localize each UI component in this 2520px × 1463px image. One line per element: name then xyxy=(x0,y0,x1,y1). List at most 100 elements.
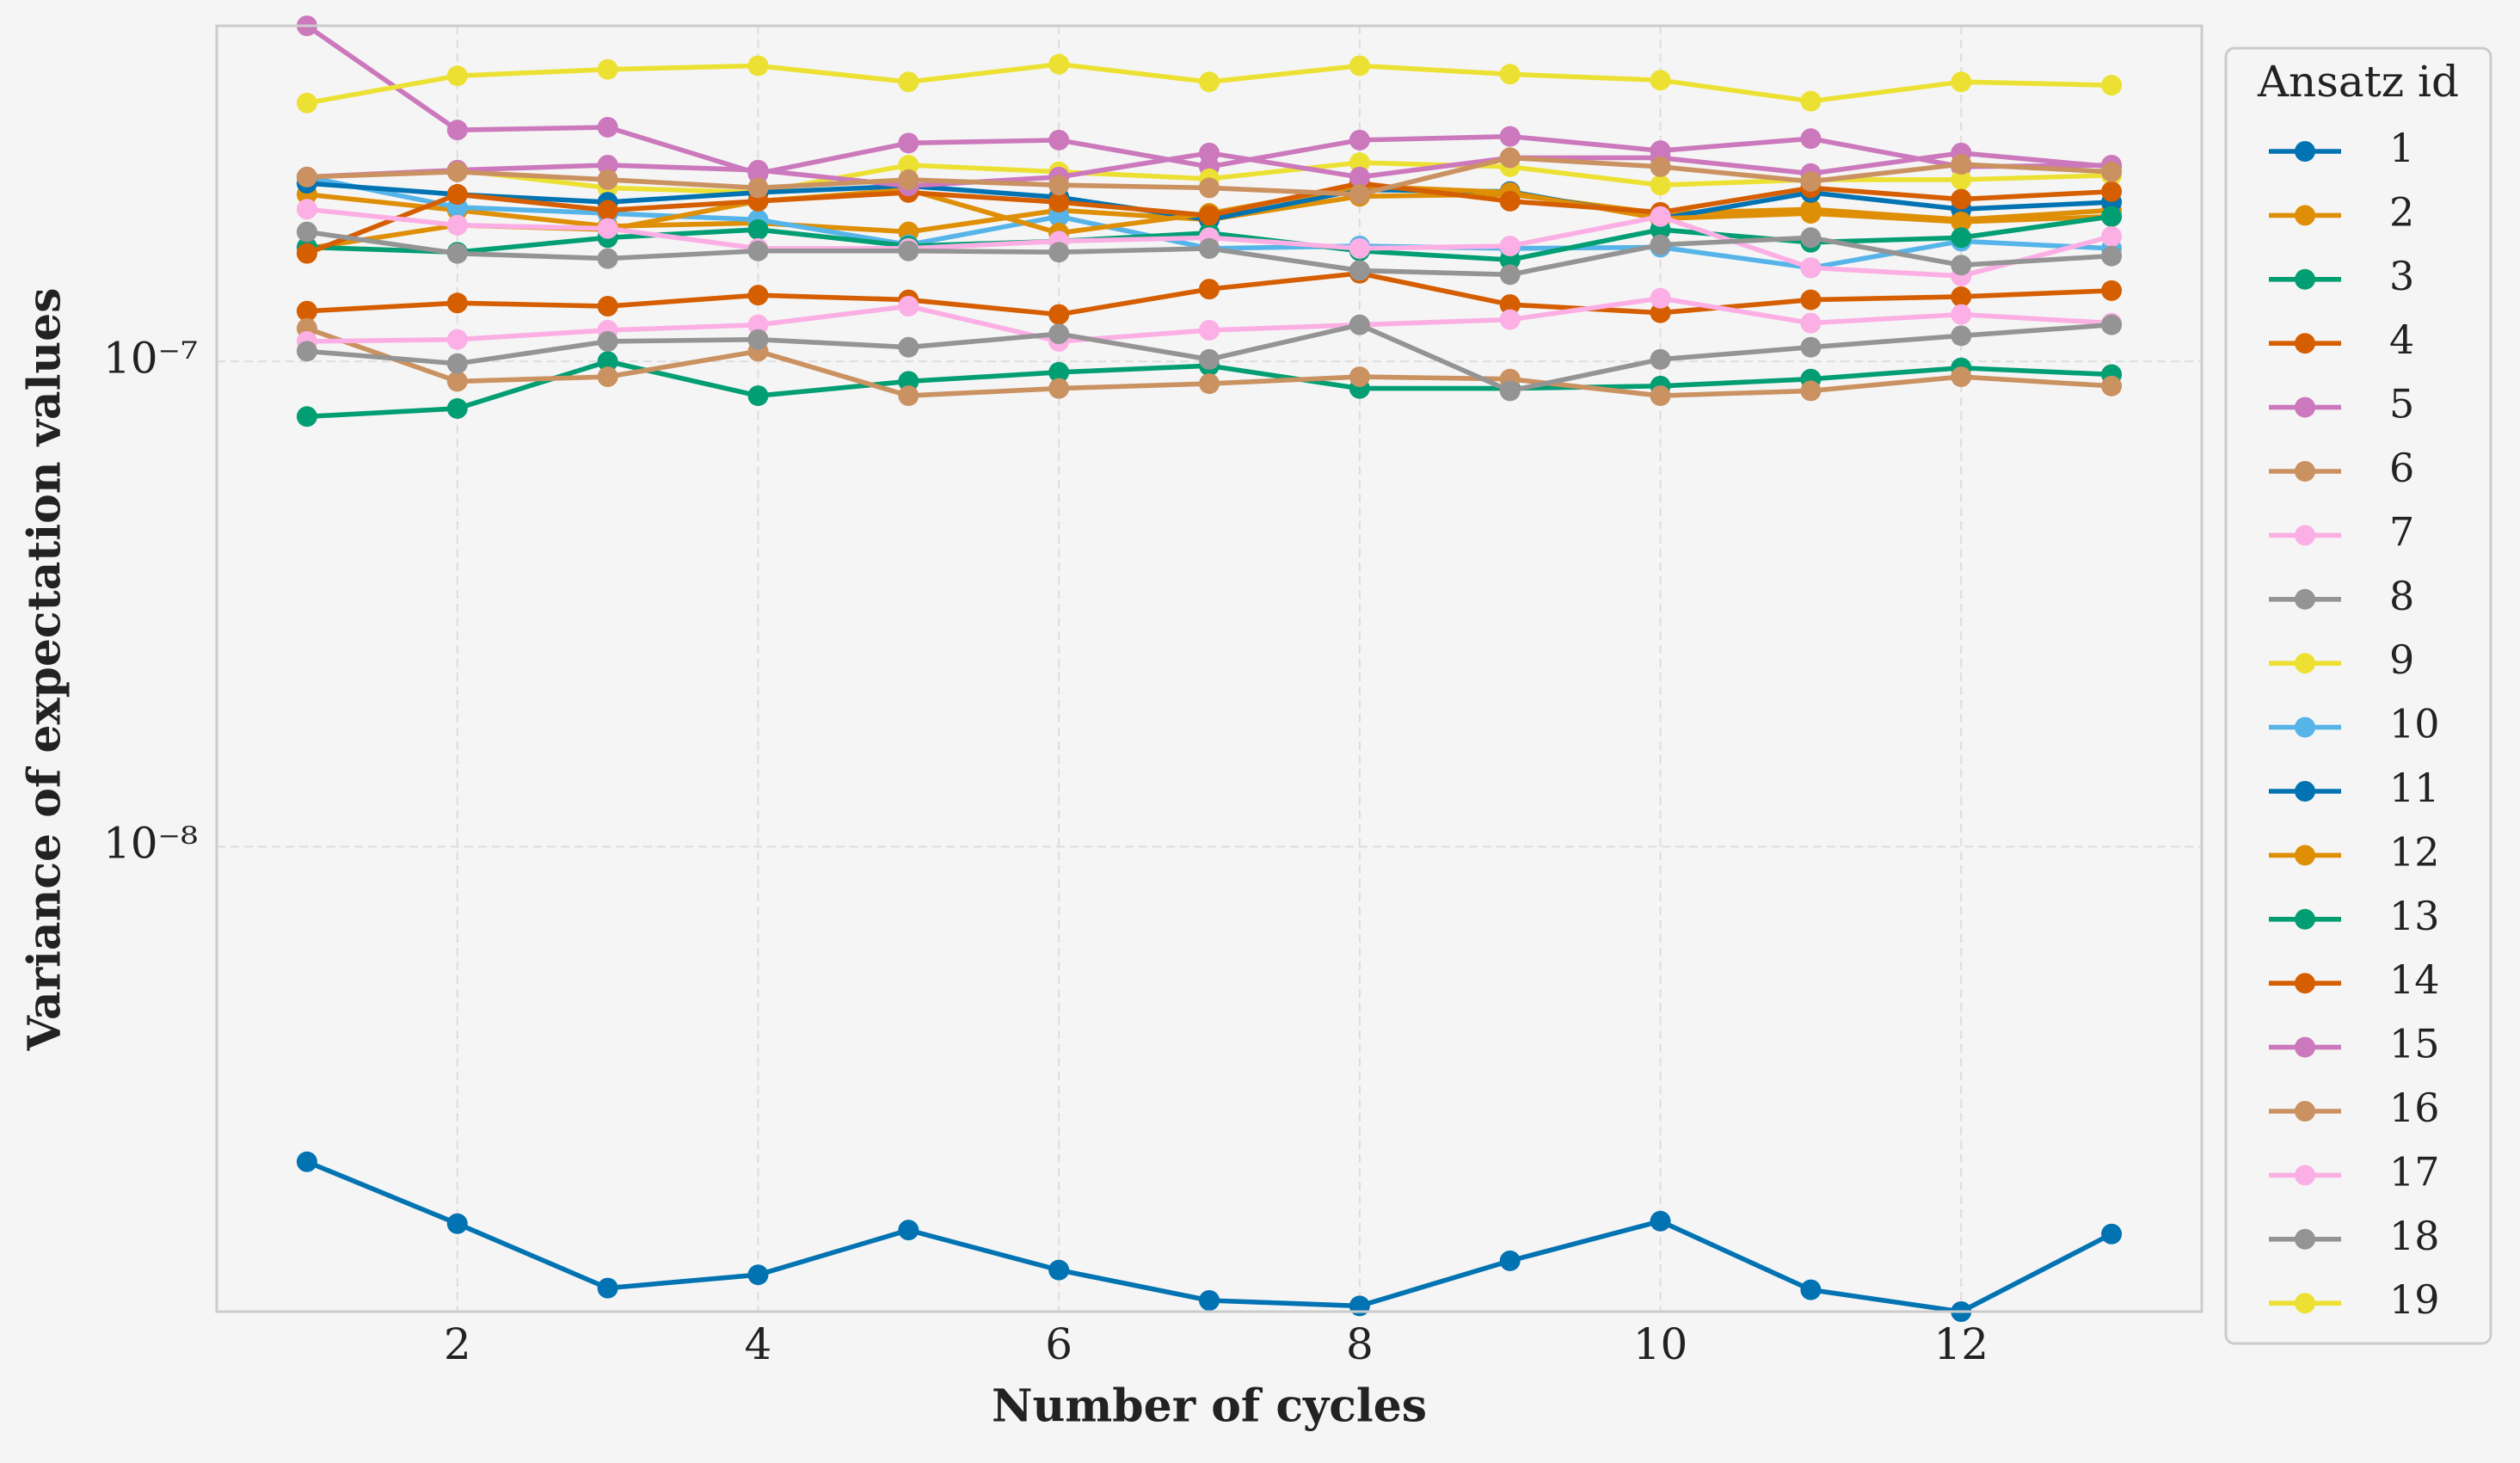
point xyxy=(597,330,618,352)
point xyxy=(1048,323,1070,345)
series xyxy=(296,221,2123,286)
point xyxy=(1800,170,1822,192)
point xyxy=(1199,319,1220,341)
series xyxy=(296,53,2123,114)
point xyxy=(1951,325,1972,347)
legend-label: 8 xyxy=(2389,573,2414,619)
point xyxy=(1951,71,1972,93)
point xyxy=(1349,314,1370,335)
point xyxy=(898,132,919,154)
legend-marker xyxy=(2295,1228,2315,1250)
point xyxy=(446,397,468,419)
point xyxy=(1199,373,1220,395)
legend-marker xyxy=(2295,268,2315,290)
point xyxy=(1951,304,1972,325)
point xyxy=(597,296,618,317)
point xyxy=(1951,286,1972,307)
point xyxy=(1951,255,1972,276)
point xyxy=(1650,70,1671,91)
legend-label: 18 xyxy=(2389,1213,2440,1259)
point xyxy=(1951,169,1972,190)
y-tick-label: 10⁻⁸ xyxy=(103,818,198,868)
point xyxy=(1349,1295,1370,1317)
point xyxy=(898,71,919,93)
point xyxy=(898,169,919,190)
point xyxy=(1499,126,1521,147)
point xyxy=(1951,153,1972,175)
point xyxy=(898,1220,919,1241)
legend-marker xyxy=(2295,141,2315,162)
legend-label: 12 xyxy=(2389,828,2440,875)
point xyxy=(446,329,468,350)
point xyxy=(1499,236,1521,257)
point xyxy=(1951,211,1972,232)
x-tick-label: 12 xyxy=(1933,1319,1988,1369)
point xyxy=(2101,225,2123,247)
point xyxy=(1199,142,1220,163)
point xyxy=(1349,166,1370,187)
point xyxy=(296,166,317,187)
point xyxy=(1349,366,1370,388)
point xyxy=(1650,1210,1671,1232)
point xyxy=(2101,206,2123,227)
legend-marker xyxy=(2295,1101,2315,1122)
point xyxy=(1499,190,1521,212)
legend-marker xyxy=(2295,1036,2315,1058)
point xyxy=(1048,242,1070,263)
point xyxy=(1499,264,1521,286)
point xyxy=(296,243,317,264)
point xyxy=(296,1151,317,1172)
point xyxy=(597,248,618,269)
point xyxy=(296,341,317,362)
x-tick-label: 10 xyxy=(1633,1319,1688,1369)
point xyxy=(1499,309,1521,330)
plot-area xyxy=(296,15,2123,1322)
point xyxy=(446,292,468,314)
point xyxy=(446,184,468,206)
point xyxy=(1650,206,1671,227)
point xyxy=(2101,280,2123,301)
point xyxy=(747,329,769,350)
legend-label: 5 xyxy=(2389,381,2414,427)
x-tick-label: 2 xyxy=(444,1319,471,1369)
y-axis-label: Variance of expectation values xyxy=(19,287,71,1051)
point xyxy=(1349,152,1370,174)
point xyxy=(1951,366,1972,388)
point xyxy=(296,406,317,427)
point xyxy=(1199,205,1220,226)
point xyxy=(2101,75,2123,96)
point xyxy=(1650,348,1671,370)
point xyxy=(1650,234,1671,255)
point xyxy=(898,336,919,358)
legend-label: 10 xyxy=(2389,701,2440,747)
point xyxy=(597,200,618,221)
point xyxy=(1048,129,1070,151)
point xyxy=(1199,348,1220,370)
legend-label: 16 xyxy=(2389,1085,2440,1131)
legend-marker xyxy=(2295,845,2315,866)
legend-marker xyxy=(2295,396,2315,418)
point xyxy=(898,154,919,175)
point xyxy=(1800,312,1822,334)
point xyxy=(1800,128,1822,150)
legend-marker xyxy=(2295,333,2315,354)
point xyxy=(898,371,919,392)
point xyxy=(1499,294,1521,316)
series xyxy=(296,262,2123,325)
point xyxy=(1048,175,1070,196)
point xyxy=(1349,129,1370,151)
point xyxy=(1199,177,1220,199)
legend-marker xyxy=(2295,653,2315,674)
point xyxy=(1800,227,1822,249)
legend-marker xyxy=(2295,973,2315,994)
point xyxy=(446,1213,468,1234)
legend-label: 2 xyxy=(2389,188,2414,235)
legend-title: Ansatz id xyxy=(2257,57,2459,107)
legend-label: 13 xyxy=(2389,893,2440,939)
legend-marker xyxy=(2295,205,2315,226)
legend-marker xyxy=(2295,716,2315,738)
point xyxy=(2101,314,2123,335)
x-axis-label: Number of cycles xyxy=(992,1380,1427,1433)
point xyxy=(1048,304,1070,325)
